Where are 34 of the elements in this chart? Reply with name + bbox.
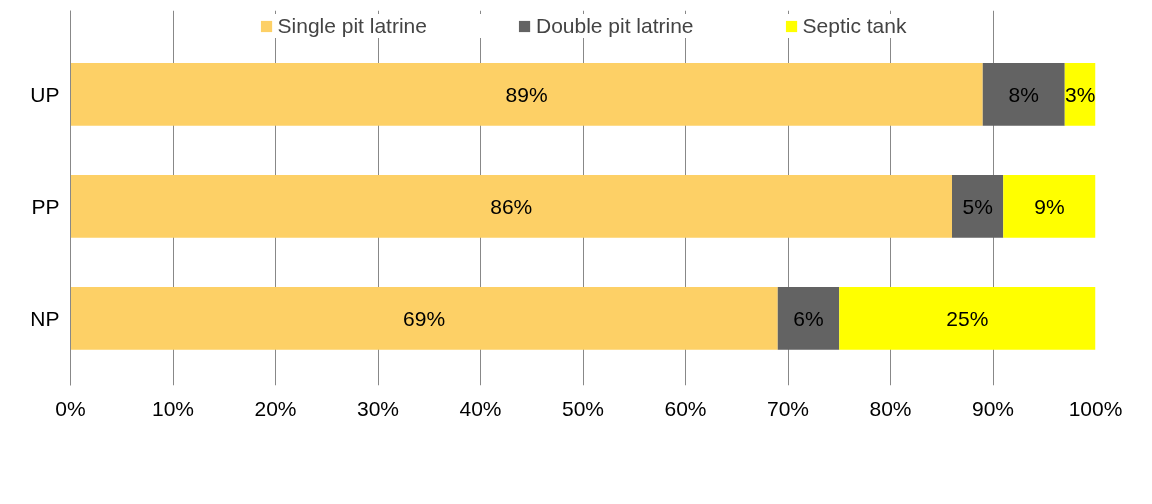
x-tick-label: 50%: [561, 396, 605, 420]
y-tick-label: PP: [31, 194, 60, 218]
data-label: 8%: [1008, 82, 1039, 106]
x-tick-label: 30%: [356, 396, 400, 420]
data-label: 5%: [962, 194, 993, 218]
y-tick-label: UP: [30, 82, 60, 106]
data-label: 89%: [505, 82, 548, 106]
x-tick-label: 40%: [459, 396, 502, 420]
x-tick-label: 90%: [971, 396, 1015, 420]
x-tick-label: 70%: [766, 396, 810, 420]
x-tick-label: 10%: [151, 396, 195, 420]
x-tick-label: 0%: [55, 396, 86, 420]
bar: [952, 175, 1004, 238]
bar: [839, 286, 1096, 350]
data-label: 86%: [490, 194, 533, 218]
legend-label: Single pit latrine: [277, 14, 427, 38]
data-label: 25%: [946, 306, 989, 330]
bar: [70, 286, 778, 350]
x-tick-label: 80%: [869, 396, 912, 420]
x-tick-label: 60%: [664, 396, 707, 420]
data-label: 3%: [1064, 82, 1096, 106]
data-label: 9%: [1034, 194, 1065, 218]
bar: [70, 175, 952, 238]
data-label: 6%: [793, 306, 824, 330]
legend-label: Double pit latrine: [535, 14, 694, 38]
bar: [70, 63, 983, 126]
legend-label: Septic tank: [802, 14, 907, 38]
bar: [1003, 175, 1096, 238]
data-label: 69%: [403, 306, 446, 330]
y-tick-label: NP: [30, 306, 60, 330]
bar: [777, 286, 840, 350]
x-tick-label: 20%: [254, 396, 297, 420]
x-tick-label: 100%: [1068, 396, 1123, 420]
bar: [982, 63, 1065, 126]
